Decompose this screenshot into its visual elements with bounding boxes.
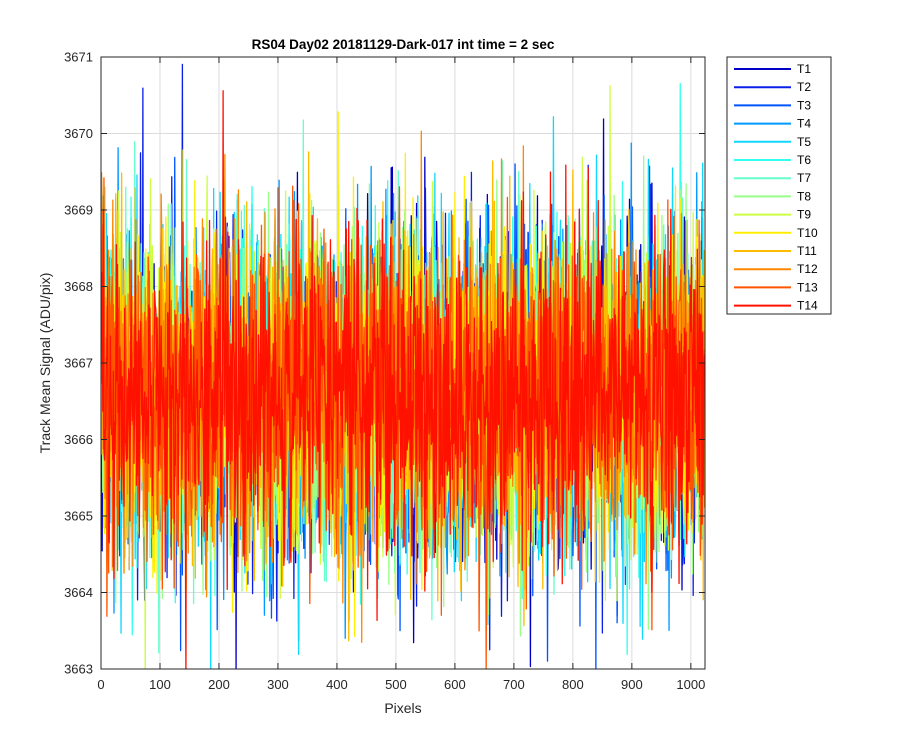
series-line-t14	[101, 90, 705, 669]
x-tick-label: 800	[562, 677, 584, 692]
y-tick-label: 3669	[64, 203, 93, 218]
legend-label-t4: T4	[797, 117, 811, 131]
legend-label-t1: T1	[797, 62, 811, 76]
x-tick-label: 1000	[676, 677, 705, 692]
legend-label-t10: T10	[797, 226, 818, 240]
legend-label-t2: T2	[797, 80, 811, 94]
x-axis-label: Pixels	[384, 700, 421, 716]
legend-label-t12: T12	[797, 262, 818, 276]
legend-label-t13: T13	[797, 280, 818, 294]
legend-label-t7: T7	[797, 171, 811, 185]
y-tick-label: 3666	[64, 432, 93, 447]
series-group	[101, 63, 705, 669]
x-tick-label: 500	[385, 677, 407, 692]
x-tick-label: 700	[503, 677, 525, 692]
x-tick-label: 600	[444, 677, 466, 692]
x-tick-label: 900	[621, 677, 643, 692]
y-tick-label: 3663	[64, 662, 93, 677]
legend-label-t6: T6	[797, 153, 811, 167]
y-tick-label: 3668	[64, 279, 93, 294]
legend-label-t9: T9	[797, 208, 811, 222]
x-tick-label: 100	[149, 677, 171, 692]
y-tick-label: 3671	[64, 50, 93, 65]
y-tick-label: 3667	[64, 356, 93, 371]
y-axis-label: Track Mean Signal (ADU/pix)	[37, 273, 53, 454]
x-tick-label: 0	[97, 677, 104, 692]
y-axis: 3663 3664 3665 3666 3667 3668 3669 3670 3671	[64, 50, 705, 677]
legend-label-t14: T14	[797, 299, 818, 313]
legend-label-t5: T5	[797, 135, 811, 149]
y-tick-label: 3670	[64, 126, 93, 141]
legend: T1 T2 T3 T4 T5 T6 T7 T8 T9 T10 T11 T12 T13 T14	[726, 56, 832, 315]
legend-label-t8: T8	[797, 189, 811, 203]
legend-label-t11: T11	[797, 244, 817, 258]
x-tick-label: 200	[208, 677, 230, 692]
chart-title: RS04 Day02 20181129-Dark-017 int time = …	[252, 37, 555, 52]
legend-box	[726, 56, 832, 315]
x-axis: 0 100 200 300 400 500 600 700 800 900 1000	[97, 57, 705, 692]
y-tick-label: 3664	[64, 585, 93, 600]
x-tick-label: 400	[326, 677, 348, 692]
x-tick-label: 300	[267, 677, 289, 692]
legend-label-t3: T3	[797, 98, 811, 112]
y-tick-label: 3665	[64, 509, 93, 524]
